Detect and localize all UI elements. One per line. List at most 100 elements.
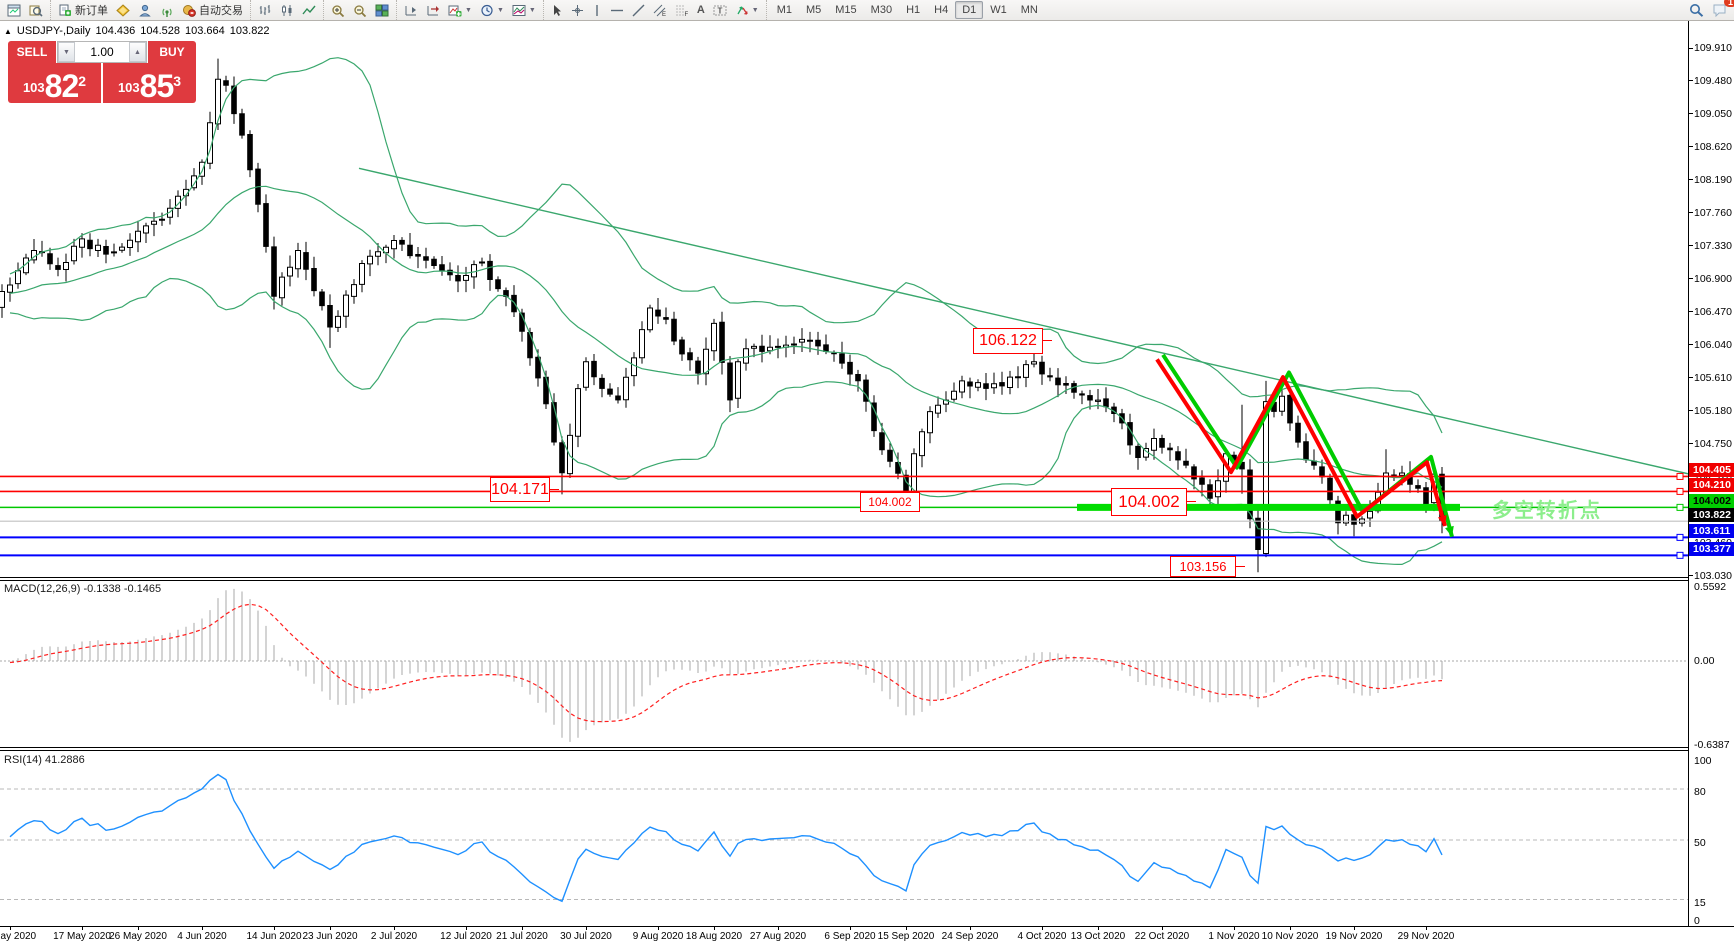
- hline-handle[interactable]: [1676, 551, 1684, 559]
- timeframe-button-M15[interactable]: M15: [835, 4, 857, 16]
- volume-increase-button[interactable]: ▲: [129, 42, 146, 62]
- price-tick-mark: [1689, 179, 1693, 181]
- text-tool-button[interactable]: A: [693, 1, 709, 19]
- search-button[interactable]: [1685, 1, 1708, 19]
- timeframe-button-M5[interactable]: M5: [805, 4, 822, 16]
- descending-trendline[interactable]: [358, 167, 1688, 475]
- chart-info-bar: ▲ USDJPY-,Daily 104.436 104.528 103.664 …: [4, 25, 270, 37]
- timeframe-button-MN[interactable]: MN: [1020, 4, 1038, 16]
- buy-button[interactable]: BUY: [148, 41, 196, 63]
- bollinger-upper-band: [9, 57, 1443, 434]
- arrows-tool-button[interactable]: ▼: [731, 1, 763, 19]
- date-label: 27 Aug 2020: [749, 931, 807, 942]
- timeframe-button-M30[interactable]: M30: [870, 4, 893, 16]
- price-chart-pane[interactable]: [0, 21, 1688, 577]
- horizontal-line-tool-button[interactable]: [606, 1, 628, 19]
- profiles-button[interactable]: [25, 1, 47, 19]
- chart-symbol-icon: ▲: [4, 26, 12, 36]
- rsi-indicator-pane[interactable]: [0, 751, 1688, 925]
- notifications-button[interactable]: 1: [1708, 0, 1734, 19]
- pane-splitter-rsi[interactable]: [0, 747, 1734, 751]
- fibonacci-icon: F: [675, 4, 689, 17]
- chart-shift-button[interactable]: [400, 1, 422, 19]
- channel-tool-button[interactable]: E: [649, 1, 671, 19]
- sell-price-button[interactable]: 103 82 2: [8, 63, 101, 103]
- new-order-label: 新订单: [75, 5, 108, 17]
- price-label-box-104.002[interactable]: 104.002: [1111, 488, 1187, 516]
- price-tick-mark: [1689, 575, 1693, 577]
- hline-handle[interactable]: [1676, 487, 1684, 495]
- timeframe-button-H1[interactable]: H1: [906, 4, 921, 16]
- buy-price-pipette: 3: [173, 73, 182, 89]
- hline-handle[interactable]: [1676, 503, 1684, 511]
- price-label-box-104.171[interactable]: 104.171: [490, 477, 550, 502]
- timeframe-button-D1[interactable]: D1: [955, 1, 984, 19]
- crosshair-tool-button[interactable]: [567, 1, 588, 19]
- buy-price-button[interactable]: 103 85 3: [103, 63, 196, 103]
- timeframe-button-M1[interactable]: M1: [776, 4, 792, 16]
- date-label: 6 Sep 2020: [824, 931, 876, 942]
- templates-button[interactable]: ▼: [508, 1, 540, 19]
- indicators-dropdown-caret[interactable]: ▼: [465, 6, 472, 14]
- community-button[interactable]: [134, 1, 156, 19]
- date-label: 10 Nov 2020: [1261, 931, 1319, 942]
- candlestick-chart-button[interactable]: [276, 1, 298, 19]
- price-label-box-104.002[interactable]: 104.002: [860, 492, 920, 512]
- date-label: 17 May 2020: [53, 931, 111, 942]
- arrows-dropdown-caret[interactable]: ▼: [751, 6, 759, 14]
- bar-chart-button[interactable]: [254, 1, 276, 19]
- horizontal-line-icon: [610, 4, 624, 17]
- templates-dropdown-caret[interactable]: ▼: [528, 6, 536, 14]
- zoom-in-button[interactable]: [327, 1, 349, 19]
- date-tick-mark: [1162, 927, 1163, 930]
- date-label: 14 Jun 2020: [246, 931, 302, 942]
- auto-scroll-button[interactable]: [422, 1, 444, 19]
- trendline-tool-button[interactable]: [628, 1, 649, 19]
- volume-decrease-button[interactable]: ▼: [58, 42, 75, 62]
- volume-input[interactable]: 1.00: [90, 45, 114, 59]
- price-label-box-106.122[interactable]: 106.122: [973, 328, 1043, 354]
- autotrading-button[interactable]: 自动交易: [178, 1, 247, 19]
- pane-splitter-macd[interactable]: [0, 577, 1734, 581]
- line-chart-button[interactable]: [298, 1, 320, 19]
- date-tick-mark: [82, 927, 83, 930]
- signals-button[interactable]: [156, 1, 178, 19]
- date-tick-mark: [658, 927, 659, 930]
- timeframe-button-W1[interactable]: W1: [990, 4, 1007, 16]
- date-label: 18 Aug 2020: [685, 931, 743, 942]
- price-label-box-103.156[interactable]: 103.156: [1170, 556, 1236, 577]
- equidistant-channel-icon: E: [653, 4, 667, 17]
- zoom-out-button[interactable]: [349, 1, 371, 19]
- chart-shift-icon: [404, 4, 418, 17]
- price-tick-label: 109.050: [1694, 107, 1732, 120]
- metaeditor-button[interactable]: [112, 1, 134, 19]
- zigzag-arrow-red[interactable]: [1155, 358, 1447, 527]
- price-tick-label: 105.180: [1694, 404, 1732, 417]
- periods-button[interactable]: ▼: [476, 1, 508, 19]
- price-axis[interactable]: 109.910 109.480 109.050 108.620 108.190 107.7…: [1688, 21, 1734, 927]
- date-tick-mark: [1426, 927, 1427, 930]
- hline-handle[interactable]: [1676, 472, 1684, 480]
- sell-button[interactable]: SELL: [8, 41, 56, 63]
- fibonacci-tool-button[interactable]: F: [671, 1, 693, 19]
- periods-dropdown-caret[interactable]: ▼: [496, 6, 504, 14]
- macd-signal-line: [9, 603, 1443, 723]
- hline-handle[interactable]: [1676, 533, 1684, 541]
- date-label: 13 Oct 2020: [1070, 931, 1126, 942]
- label-tool-button[interactable]: T: [709, 1, 731, 19]
- new-chart-button[interactable]: [3, 1, 25, 19]
- cursor-tool-button[interactable]: [547, 1, 567, 19]
- macd-indicator-pane[interactable]: [0, 581, 1688, 747]
- indicators-button[interactable]: ▼: [444, 1, 476, 19]
- zigzag-arrow-green[interactable]: [1161, 353, 1454, 538]
- date-label: 15 Sep 2020: [877, 931, 935, 942]
- new-order-button[interactable]: 新订单: [54, 1, 112, 19]
- date-tick-mark: [138, 927, 139, 930]
- price-tick-label: 106.470: [1694, 305, 1732, 318]
- vertical-line-tool-button[interactable]: [588, 1, 606, 19]
- cn-annotation-text[interactable]: 多空转折点: [1492, 500, 1602, 522]
- timeframe-button-H4[interactable]: H4: [934, 4, 949, 16]
- tile-windows-button[interactable]: [371, 1, 393, 19]
- date-label: 23 Jun 2020: [302, 931, 358, 942]
